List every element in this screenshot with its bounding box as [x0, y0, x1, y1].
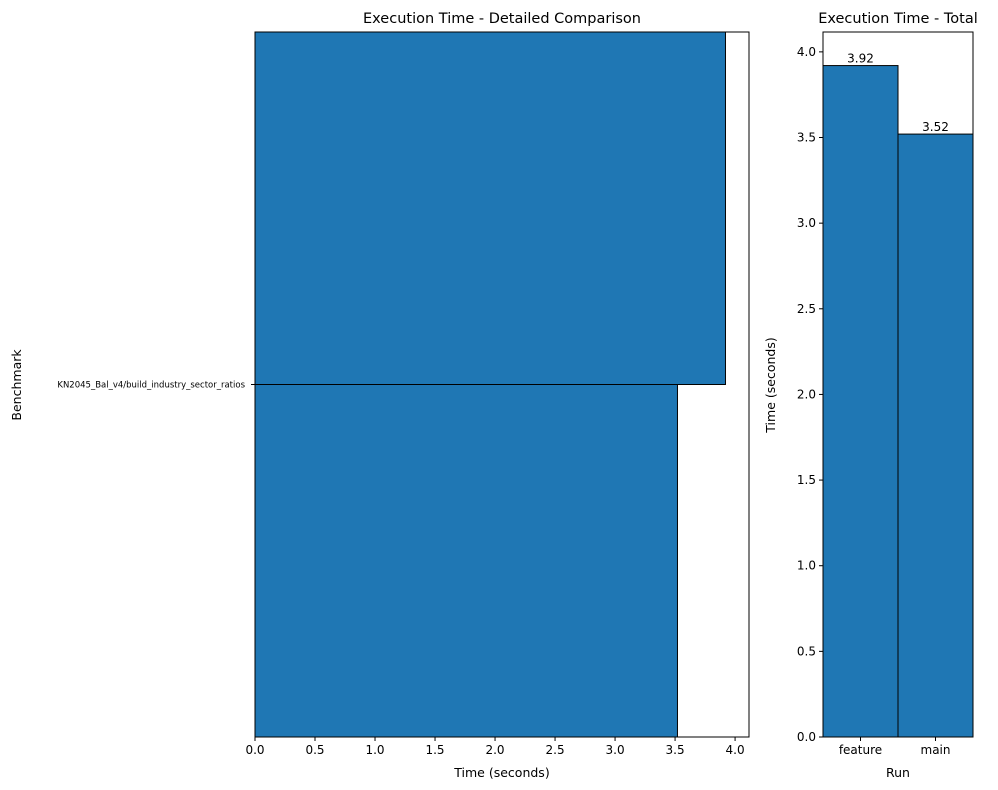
right-data-labels: 3.92 3.52	[847, 52, 949, 135]
left-x-tick-label: 3.0	[606, 743, 625, 757]
left-x-tick-label: 0.0	[245, 743, 264, 757]
right-x-tick-label: feature	[839, 743, 882, 757]
left-bar-1	[254, 31, 726, 385]
right-y-tick-label: 0.0	[797, 730, 816, 744]
left-x-axis-ticks: 0.0 0.5 1.0 1.5 2.0 2.5 3.0 3.5 4.0	[245, 737, 745, 757]
right-data-label: 3.92	[847, 52, 874, 66]
right-chart-title: Execution Time - Total	[818, 11, 978, 27]
right-x-tick-label: main	[921, 743, 951, 757]
right-y-tick-label: 4.0	[797, 45, 816, 59]
right-y-axis-label: Time (seconds)	[763, 337, 778, 433]
left-bars	[254, 31, 726, 738]
right-y-tick-label: 2.0	[797, 387, 816, 401]
left-bar-2	[254, 384, 678, 738]
left-x-tick-label: 1.5	[425, 743, 444, 757]
right-bars	[822, 65, 974, 738]
left-x-tick-label: 1.0	[365, 743, 384, 757]
right-bar-feature	[822, 65, 899, 738]
right-x-axis-ticks: feature main	[839, 737, 951, 757]
left-x-axis-label: Time (seconds)	[453, 765, 549, 780]
left-x-tick-label: 4.0	[726, 743, 745, 757]
right-data-label: 3.52	[922, 120, 949, 134]
right-y-tick-label: 1.0	[797, 559, 816, 573]
left-y-tick-label: KN2045_Bal_v4/build_industry_sector_rati…	[57, 381, 245, 391]
right-y-tick-label: 0.5	[797, 644, 816, 658]
right-x-axis-label: Run	[886, 765, 910, 780]
detailed-comparison-chart: Execution Time - Detailed Comparison 0.0…	[9, 11, 750, 780]
left-x-tick-label: 2.0	[485, 743, 504, 757]
right-y-axis-ticks: 0.0 0.5 1.0 1.5 2.0 2.5 3.0 3.5 4.0	[797, 45, 823, 744]
left-y-axis-ticks: KN2045_Bal_v4/build_industry_sector_rati…	[57, 381, 255, 391]
right-y-tick-label: 3.5	[797, 131, 816, 145]
right-plot-frame	[822, 31, 974, 738]
right-y-tick-label: 3.0	[797, 216, 816, 230]
left-x-tick-label: 0.5	[305, 743, 324, 757]
left-x-tick-label: 3.5	[666, 743, 685, 757]
left-y-axis-label: Benchmark	[9, 349, 24, 421]
right-bar-main	[897, 133, 974, 738]
left-x-tick-label: 2.5	[546, 743, 565, 757]
left-chart-title: Execution Time - Detailed Comparison	[363, 11, 641, 27]
right-y-tick-label: 1.5	[797, 473, 816, 487]
right-y-tick-label: 2.5	[797, 302, 816, 316]
total-chart: Execution Time - Total 3.92 3.52 feature m…	[763, 11, 978, 780]
